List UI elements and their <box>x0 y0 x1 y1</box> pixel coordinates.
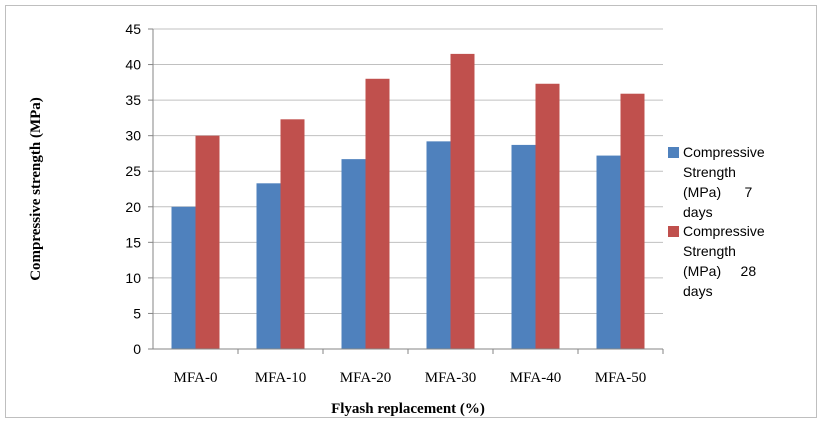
grid-lines <box>148 28 663 350</box>
x-category-label: MFA-10 <box>255 370 306 386</box>
bar-7-days <box>341 159 366 349</box>
legend-swatch <box>668 147 679 158</box>
bar-28-days <box>450 53 475 350</box>
axes <box>152 29 664 354</box>
bar-28-days <box>195 135 220 349</box>
y-tick-label: 40 <box>125 57 141 73</box>
x-category-label: MFA-30 <box>425 370 476 386</box>
x-category-label: MFA-20 <box>340 370 391 386</box>
legend-label: Compressive <box>683 223 765 239</box>
bar-7-days <box>256 183 281 349</box>
legend-label: days <box>683 283 713 299</box>
y-tick-label: 45 <box>125 21 141 37</box>
legend-swatch <box>668 226 679 237</box>
legend-label: Strength <box>683 164 736 180</box>
x-category-label: MFA-50 <box>595 370 646 386</box>
bar-28-days <box>620 93 645 349</box>
y-tick-label: 20 <box>125 199 141 215</box>
x-axis-title: Flyash replacement (%) <box>331 401 485 417</box>
x-category-label: MFA-40 <box>510 370 561 386</box>
bar-7-days <box>426 141 451 349</box>
bar-7-days <box>171 206 196 349</box>
y-axis-title: Compressive strength (MPa) <box>28 97 44 281</box>
y-tick-label: 35 <box>125 92 141 108</box>
legend: Compressive Strength (MPa) 7 days Compressiv… <box>668 144 765 299</box>
bars <box>171 53 645 350</box>
legend-label: days <box>683 204 713 220</box>
bar-28-days <box>535 83 560 349</box>
bar-7-days <box>511 144 536 349</box>
x-category-labels: MFA-0 MFA-10 MFA-20 MFA-30 MFA-40 MFA-50 <box>174 370 647 386</box>
legend-label: Strength <box>683 243 736 259</box>
y-tick-label: 15 <box>125 234 141 250</box>
legend-label: Compressive <box>683 144 765 160</box>
y-tick-label: 30 <box>125 128 141 144</box>
y-tick-label: 5 <box>133 305 141 321</box>
bar-7-days <box>596 155 621 349</box>
legend-label: (MPa) 28 <box>683 263 756 279</box>
y-tick-label: 25 <box>125 163 141 179</box>
x-category-label: MFA-0 <box>174 370 218 386</box>
y-tick-label: 10 <box>125 270 141 286</box>
y-tick-label: 0 <box>133 341 141 357</box>
bar-28-days <box>280 119 305 349</box>
y-tick-labels: 0 5 10 15 20 25 30 35 40 45 <box>125 21 141 357</box>
bar-28-days <box>365 78 390 350</box>
legend-label: (MPa) 7 <box>683 184 752 200</box>
